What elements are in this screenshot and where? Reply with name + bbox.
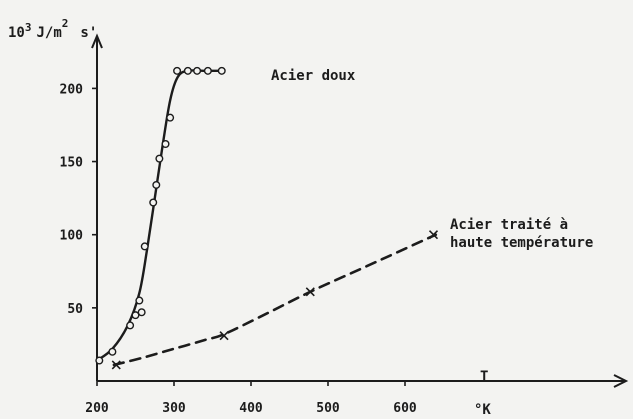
x-axis-arrow bbox=[613, 374, 629, 388]
y-tick-label-200: 200 bbox=[60, 82, 84, 97]
y-tick-label-100: 100 bbox=[60, 229, 84, 244]
x-marker-stroke-b bbox=[219, 331, 229, 341]
data-point-1-0 bbox=[111, 360, 121, 370]
y-tick-label-150: 150 bbox=[60, 156, 84, 171]
x-axis-unit: °K bbox=[474, 402, 491, 418]
data-point-0-9 bbox=[155, 154, 164, 163]
axes bbox=[91, 33, 629, 388]
data-point-1-3 bbox=[428, 230, 439, 240]
x-tick-label-300: 300 bbox=[162, 401, 186, 416]
series-1 bbox=[111, 230, 439, 370]
series-line-0 bbox=[95, 69, 226, 362]
data-point-0-1 bbox=[108, 347, 117, 356]
series-layer bbox=[95, 66, 439, 370]
y-axis-prefix: 10 bbox=[8, 25, 25, 41]
y-axis-arrow bbox=[91, 33, 103, 49]
data-point-0-4 bbox=[135, 296, 144, 305]
legend-acier-traite-line2: haute température bbox=[450, 235, 593, 251]
data-point-0-10 bbox=[161, 139, 170, 148]
x-marker-stroke-b bbox=[428, 230, 439, 240]
y-axis-exponent: 3 bbox=[25, 21, 32, 34]
y-tick-label-50: 50 bbox=[67, 302, 83, 317]
data-point-0-11 bbox=[166, 113, 175, 122]
y-axis-title: 103 J/m2 s' bbox=[8, 17, 97, 41]
ticks: 200 300 400 500 600 50 100 150 200 bbox=[60, 82, 417, 416]
legend-acier-doux: Acier doux bbox=[271, 68, 356, 84]
data-point-0-2 bbox=[126, 321, 135, 330]
x-tick-label-500: 500 bbox=[316, 401, 340, 416]
data-point-0-6 bbox=[140, 242, 149, 251]
x-axis-label: T bbox=[480, 369, 488, 385]
x-marker-stroke-b bbox=[111, 360, 121, 370]
data-point-1-1 bbox=[219, 331, 229, 341]
series-line-1 bbox=[112, 233, 438, 367]
data-point-0-8 bbox=[152, 180, 161, 189]
data-point-0-3 bbox=[131, 311, 140, 320]
data-point-0-13 bbox=[183, 66, 192, 75]
x-tick-label-400: 400 bbox=[239, 401, 263, 416]
y-axis-suffix: s' bbox=[80, 25, 97, 41]
data-point-1-2 bbox=[305, 287, 315, 297]
data-point-0-15 bbox=[203, 66, 212, 75]
y-axis-unit-exponent: 2 bbox=[62, 17, 69, 30]
data-point-0-0 bbox=[95, 356, 104, 365]
data-point-0-5 bbox=[137, 308, 146, 317]
data-point-0-16 bbox=[217, 66, 226, 75]
data-point-0-7 bbox=[149, 198, 158, 207]
x-tick-label-600: 600 bbox=[393, 401, 417, 416]
data-point-0-12 bbox=[173, 66, 182, 75]
y-axis-unit: J/m bbox=[36, 25, 61, 41]
legend-acier-traite-line1: Acier traité à bbox=[450, 217, 568, 233]
x-tick-label-200: 200 bbox=[85, 401, 109, 416]
data-point-0-14 bbox=[193, 66, 202, 75]
series-0 bbox=[95, 66, 226, 365]
x-marker-stroke-b bbox=[305, 287, 315, 297]
